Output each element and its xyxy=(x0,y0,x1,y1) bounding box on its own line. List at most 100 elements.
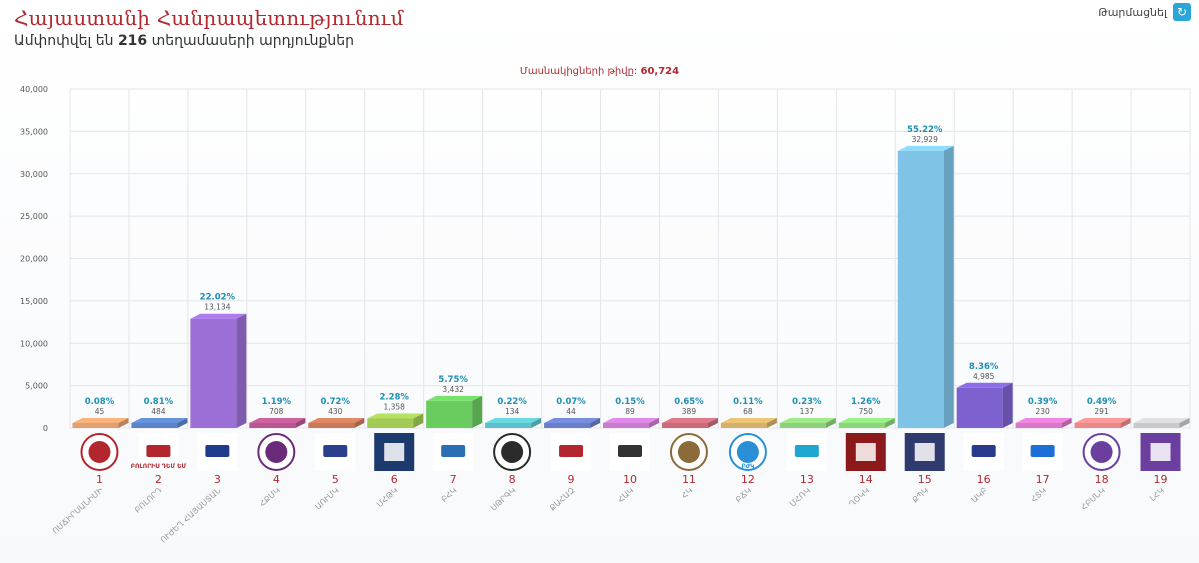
party-number: 9 xyxy=(568,473,575,486)
bar-percent-label: 55.22% xyxy=(907,125,943,135)
bar-top-face xyxy=(308,418,365,423)
bar xyxy=(956,387,1003,428)
bar-value-label: 32,929 xyxy=(912,135,938,144)
refresh-label[interactable]: Թարմացնել xyxy=(1098,5,1167,19)
bar-percent-label: 0.65% xyxy=(674,397,704,407)
subtitle-prefix: Ամփոփվել են xyxy=(14,33,114,49)
bar xyxy=(1133,423,1180,428)
bar-side-face xyxy=(354,418,365,428)
bar-top-face xyxy=(720,418,777,423)
party-abbreviation: ՈՒԺԵՂ ՀԱՅԱՍՏԱՆ xyxy=(159,486,223,545)
party-logo-mark xyxy=(794,445,819,457)
bar-top-face xyxy=(72,418,129,423)
y-tick-label: 5,000 xyxy=(25,382,48,391)
refresh-icon[interactable]: ↻ xyxy=(1173,3,1191,21)
bar-side-face xyxy=(236,313,247,428)
bar-value-label: 389 xyxy=(682,407,697,416)
party-abbreviation: ԱԿԲ xyxy=(970,486,989,505)
bar xyxy=(1074,423,1121,428)
bar-percent-label: 0.72% xyxy=(321,397,351,407)
party-number: 2 xyxy=(155,473,162,486)
bar-top-face xyxy=(1015,418,1072,423)
party-abbreviation: ԲՈԼՈՐԴ xyxy=(133,486,164,515)
bar-value-label: 708 xyxy=(269,407,284,416)
bar-value-label: 137 xyxy=(800,407,815,416)
party-number: 13 xyxy=(800,473,814,486)
party-number: 1 xyxy=(96,473,103,486)
party-abbreviation: ՀՔՄԿ xyxy=(258,486,282,509)
party-abbreviation: ՀԱԿ xyxy=(616,486,635,505)
party-abbreviation: ՀՏԿ xyxy=(1029,486,1048,504)
party-number: 16 xyxy=(977,473,991,486)
party-logo-mark xyxy=(265,441,288,463)
bar-top-face xyxy=(661,418,718,423)
party-logo-mark xyxy=(618,445,642,457)
refresh-control[interactable]: Թարմացնել ↻ xyxy=(1098,3,1191,21)
bar xyxy=(897,150,944,428)
party-logo-mark xyxy=(1030,445,1055,457)
bar-value-label: 750 xyxy=(859,407,874,416)
bar-side-face xyxy=(825,418,836,428)
bar-percent-label: 1.26% xyxy=(851,397,881,407)
bar xyxy=(367,418,414,428)
bar-top-face xyxy=(426,395,483,401)
bar-value-label: 1,358 xyxy=(383,402,405,411)
participants-label: Մասնակիցների թիվը: xyxy=(519,66,638,77)
party-number: 17 xyxy=(1036,473,1050,486)
bar-value-label: 13,134 xyxy=(204,303,230,312)
bar-value-label: 430 xyxy=(328,407,343,416)
bar-percent-label: 2.28% xyxy=(379,392,409,402)
party-number: 18 xyxy=(1095,473,1109,486)
bar-percent-label: 22.02% xyxy=(200,293,236,303)
bar-percent-label: 0.15% xyxy=(615,397,645,407)
bar xyxy=(72,423,119,428)
party-logo-text: ԲՈԼՈՐԻՍ ԴԵՄ ԵՄ xyxy=(131,463,187,470)
party-abbreviation: ՄՀԹԿ xyxy=(375,486,400,509)
bar xyxy=(544,423,591,428)
bar-side-face xyxy=(766,418,777,428)
bar-top-face xyxy=(956,382,1013,388)
party-logo-mark xyxy=(855,443,876,461)
bar-value-label: 230 xyxy=(1035,407,1050,416)
party-number: 5 xyxy=(332,473,339,486)
bar-top-face xyxy=(249,418,306,423)
bar-side-face xyxy=(884,418,895,428)
bar-value-label: 3,432 xyxy=(442,385,464,394)
bar xyxy=(661,423,708,428)
page-title: Հայաստանի Հանրապետությունում xyxy=(14,6,404,30)
party-abbreviation: ՀԿ xyxy=(680,486,695,501)
bar-top-face xyxy=(367,413,424,419)
bar-top-face xyxy=(779,418,836,423)
bar-top-face xyxy=(544,418,601,423)
bar-top-face xyxy=(1074,418,1131,423)
bar xyxy=(838,423,885,428)
bar xyxy=(485,423,532,428)
party-number: 19 xyxy=(1154,473,1168,486)
bar-side-face xyxy=(1061,418,1072,428)
bar-top-face xyxy=(131,418,188,423)
bar-side-face xyxy=(707,418,718,428)
bar xyxy=(603,423,649,428)
y-tick-label: 20,000 xyxy=(20,255,48,264)
bar xyxy=(779,423,826,428)
party-number: 6 xyxy=(391,473,398,486)
bar-top-face xyxy=(1133,418,1190,423)
y-tick-label: 10,000 xyxy=(20,339,48,348)
bar-percent-label: 1.19% xyxy=(262,397,292,407)
party-logo-mark xyxy=(971,445,996,457)
bar xyxy=(1015,423,1062,428)
bar-percent-label: 0.23% xyxy=(792,397,822,407)
party-abbreviation: ՀԲՍՆԿ xyxy=(1079,486,1107,512)
subtitle-count: 216 xyxy=(117,33,148,49)
party-abbreviation: ՍԹՐԳԿ xyxy=(489,486,518,513)
party-abbreviation: ԲՃԿ xyxy=(734,486,753,505)
bar-side-face xyxy=(943,145,954,428)
bar xyxy=(308,423,355,428)
bar-side-face xyxy=(1002,382,1013,428)
party-number: 8 xyxy=(509,473,516,486)
bar-top-face xyxy=(485,418,542,423)
bar-value-label: 68 xyxy=(743,407,753,416)
bar-value-label: 45 xyxy=(95,407,105,416)
